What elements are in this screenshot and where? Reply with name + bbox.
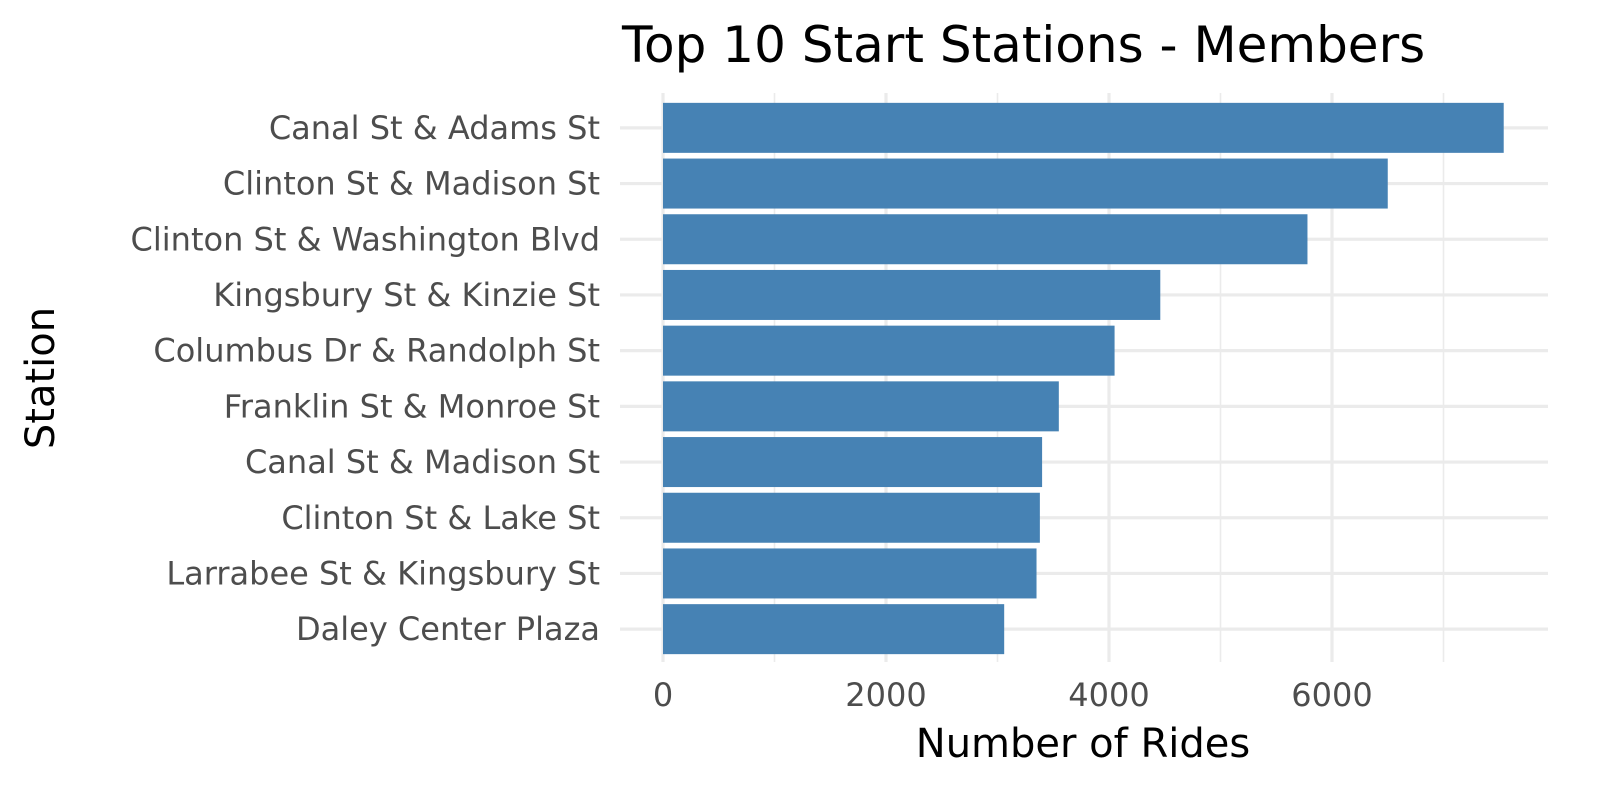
x-tick-label: 0 — [653, 676, 673, 714]
y-axis-title: Station — [18, 307, 64, 449]
bar — [663, 269, 1161, 320]
y-tick-label: Canal St & Adams St — [269, 109, 600, 147]
bar — [663, 492, 1040, 543]
x-tick-labels: 0 2000 4000 6000 — [653, 676, 1373, 714]
x-tick-label: 6000 — [1291, 676, 1372, 714]
chart-title: Top 10 Start Stations - Members — [621, 16, 1425, 74]
bar — [663, 381, 1059, 432]
bar — [663, 437, 1043, 488]
y-tick-label: Clinton St & Lake St — [281, 499, 600, 537]
y-tick-labels: Canal St & Adams St Clinton St & Madison … — [131, 109, 600, 648]
bar — [663, 158, 1388, 209]
y-tick-label: Larrabee St & Kingsbury St — [166, 554, 600, 592]
x-tick-label: 4000 — [1068, 676, 1149, 714]
y-tick-label: Clinton St & Washington Blvd — [131, 220, 600, 258]
y-tick-label: Clinton St & Madison St — [223, 165, 600, 203]
y-tick-label: Columbus Dr & Randolph St — [153, 332, 600, 370]
x-tick-label: 2000 — [845, 676, 926, 714]
y-tick-label: Canal St & Madison St — [245, 443, 600, 481]
y-tick-label: Franklin St & Monroe St — [224, 387, 600, 425]
x-axis-title: Number of Rides — [916, 721, 1250, 767]
bar — [663, 548, 1037, 599]
bar — [663, 604, 1005, 655]
bar — [663, 325, 1115, 376]
y-tick-label: Kingsbury St & Kinzie St — [213, 276, 600, 314]
bar — [663, 102, 1504, 153]
bar — [663, 214, 1308, 265]
bars — [663, 102, 1504, 655]
y-tick-label: Daley Center Plaza — [296, 610, 600, 648]
